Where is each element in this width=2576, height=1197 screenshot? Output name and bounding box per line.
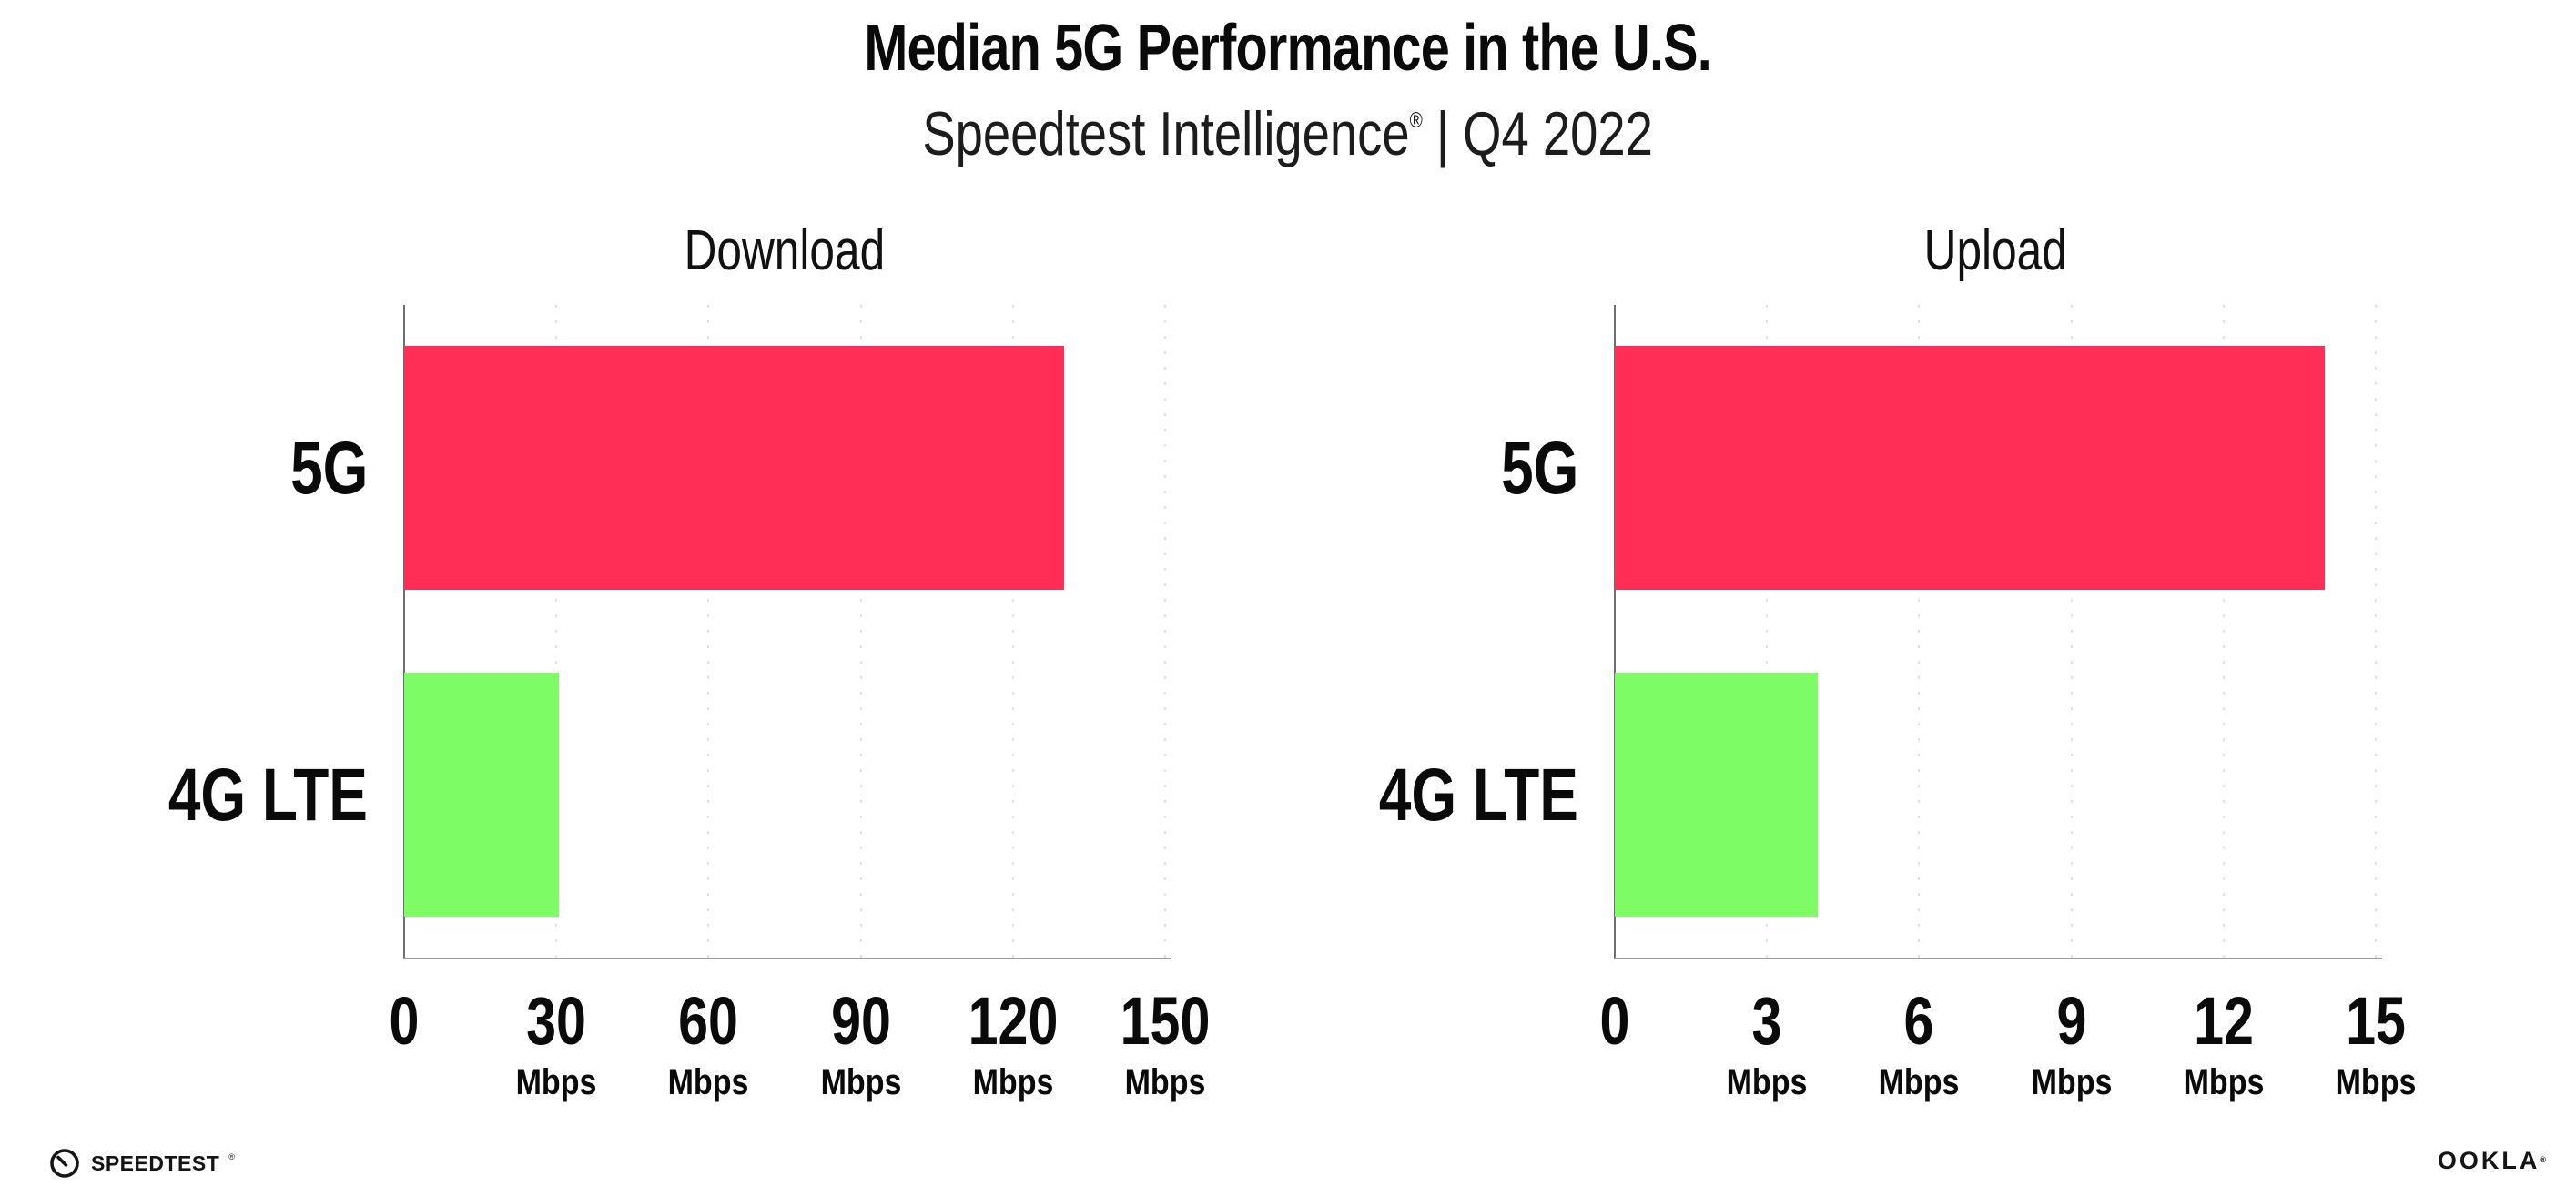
speedtest-registered-mark: ®: [228, 1152, 235, 1161]
x-axis-line: [403, 958, 1171, 959]
tick-60: 60 Mbps: [661, 988, 756, 1101]
gridline-120: [1011, 305, 1014, 958]
plot-area: [1614, 305, 2377, 959]
gridline-15: [2375, 305, 2377, 958]
x-axis-line: [1614, 958, 2382, 959]
download-chart: Download 5G 4G LTE 0 30 Mbps 60 Mbps 90 Mbps 120…: [0, 219, 1211, 1115]
category-label-4g-lte: 4G LTE: [1378, 753, 1578, 837]
gridline-12: [2222, 305, 2225, 958]
tick-value: 60: [678, 983, 739, 1059]
y-axis-line: [403, 305, 405, 959]
category-label-5g: 5G: [289, 426, 368, 510]
chart-title-download: Download: [684, 219, 886, 282]
bar-5g: [1615, 346, 2326, 590]
y-axis-labels: 5G 4G LTE: [0, 305, 368, 958]
x-axis-ticks: 0 30 Mbps 60 Mbps 90 Mbps 120 Mbps 150 Mbps: [390, 988, 1211, 1115]
tick-value: 9: [2056, 983, 2087, 1059]
tick-150: 150 Mbps: [1109, 988, 1221, 1101]
tick-9: 9 Mbps: [2023, 988, 2118, 1101]
bar-5g: [404, 346, 1064, 590]
ookla-registered-mark: ®: [2540, 1155, 2549, 1164]
tick-unit: Mbps: [972, 1062, 1054, 1102]
y-axis-line: [1614, 305, 1616, 959]
tick-unit: Mbps: [2335, 1062, 2417, 1102]
gridline-150: [1164, 305, 1166, 958]
tick-value: 0: [389, 983, 420, 1059]
tick-value: 150: [1120, 983, 1211, 1059]
registered-mark: ®: [1410, 108, 1424, 133]
tick-30: 30 Mbps: [509, 988, 603, 1101]
gridline-30: [555, 305, 558, 958]
tick-value: 0: [1599, 983, 1630, 1059]
tick-90: 90 Mbps: [813, 988, 908, 1101]
tick-6: 6 Mbps: [1871, 988, 1966, 1101]
speedtest-logo: SPEEDTEST ®: [47, 1143, 235, 1183]
category-label-5g: 5G: [1500, 426, 1578, 510]
subtitle-period: | Q4 2022: [1423, 99, 1654, 168]
page-subtitle: Speedtest Intelligence® | Q4 2022: [0, 98, 2576, 169]
tick-unit: Mbps: [1124, 1062, 1206, 1102]
gridline-90: [859, 305, 862, 958]
tick-unit: Mbps: [2183, 1062, 2265, 1102]
y-axis-labels: 5G 4G LTE: [1211, 305, 1578, 958]
gridline-6: [1918, 305, 1921, 958]
ookla-logo-text: OOKLA: [2437, 1147, 2541, 1174]
tick-3: 3 Mbps: [1719, 988, 1814, 1101]
tick-value: 15: [2346, 983, 2406, 1059]
upload-chart: Upload 5G 4G LTE 0 3 Mbps 6 Mbps 9 Mbps 12 Mbps 15…: [1211, 0, 2499, 1197]
plot-area: [403, 305, 1166, 959]
tick-value: 6: [1903, 983, 1934, 1059]
category-label-4g-lte: 4G LTE: [167, 753, 368, 837]
tick-value: 12: [2193, 983, 2254, 1059]
tick-unit: Mbps: [515, 1062, 597, 1102]
tick-unit: Mbps: [820, 1062, 901, 1102]
tick-120: 120 Mbps: [957, 988, 1069, 1101]
tick-value: 30: [526, 983, 587, 1059]
tick-unit: Mbps: [668, 1062, 749, 1102]
tick-unit: Mbps: [2031, 1062, 2112, 1102]
tick-value: 3: [1751, 983, 1782, 1059]
gridline-3: [1766, 305, 1769, 958]
tick-unit: Mbps: [1879, 1062, 1960, 1102]
page-title: Median 5G Performance in the U.S.: [864, 12, 1712, 85]
gridline-9: [2070, 305, 2073, 958]
tick-12: 12 Mbps: [2176, 988, 2271, 1101]
x-axis-ticks: 0 3 Mbps 6 Mbps 9 Mbps 12 Mbps 15 Mbps: [1600, 988, 2417, 1115]
tick-15: 15 Mbps: [2328, 988, 2423, 1101]
ookla-logo: OOKLA®: [2438, 1147, 2549, 1175]
tick-0: 0: [385, 988, 422, 1055]
bar-4g-lte: [404, 673, 559, 917]
chart-title-upload: Upload: [1923, 219, 2067, 282]
speedtest-logo-text: SPEEDTEST: [91, 1151, 220, 1175]
gridline-60: [707, 305, 710, 958]
tick-unit: Mbps: [1726, 1062, 1808, 1102]
tick-value: 90: [830, 983, 891, 1059]
subtitle-brand: Speedtest Intelligence: [922, 99, 1411, 168]
tick-0: 0: [1596, 988, 1633, 1055]
bar-4g-lte: [1615, 673, 1818, 917]
speedometer-icon: [50, 1149, 79, 1178]
tick-value: 120: [968, 983, 1059, 1059]
